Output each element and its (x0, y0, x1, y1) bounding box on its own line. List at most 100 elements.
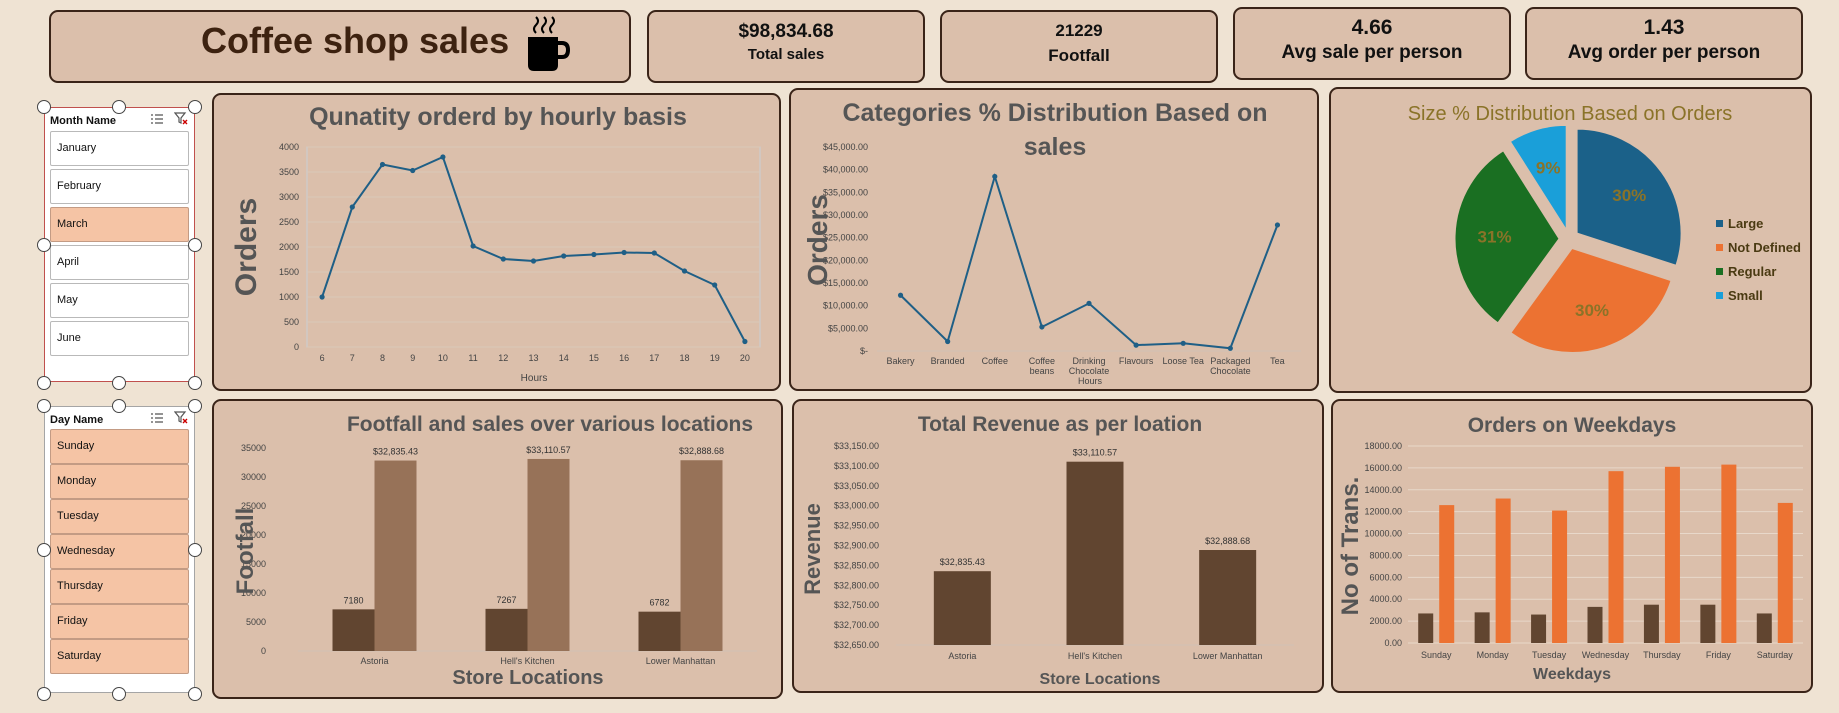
resize-handle[interactable] (188, 687, 202, 701)
bar (638, 611, 681, 651)
slicer-item-june[interactable]: June (50, 321, 189, 356)
x-tick-label: Astoria (948, 651, 976, 661)
resize-handle[interactable] (112, 399, 126, 413)
slicer-item-april[interactable]: April (50, 245, 189, 280)
bar (332, 609, 375, 651)
clear-filter-icon[interactable] (174, 112, 188, 126)
slicer-item-monday[interactable]: Monday (50, 464, 189, 499)
data-label: $33,110.57 (1073, 448, 1117, 458)
resize-handle[interactable] (188, 543, 202, 557)
x-tick-label: 9 (410, 353, 415, 363)
footfall-chart-card[interactable]: Footfall and sales over various location… (212, 399, 783, 699)
y-tick-label: 35000 (241, 443, 266, 453)
slicer-item-sunday[interactable]: Sunday (50, 429, 189, 464)
data-point (379, 161, 386, 168)
data-point (897, 292, 904, 298)
y-tick-label: $33,050.00 (834, 481, 879, 491)
bar (1664, 466, 1680, 643)
weekdays-chart-card[interactable]: Orders on Weekdays 0.00 2000.00 4000.00 6000… (1331, 399, 1813, 693)
bar (1608, 471, 1624, 643)
y-tick-label: $32,900.00 (834, 541, 879, 551)
resize-handle[interactable] (188, 376, 202, 390)
slicer-item-january[interactable]: January (50, 131, 189, 166)
resize-handle[interactable] (37, 238, 51, 252)
x-axis-label: Weekdays (1533, 666, 1611, 683)
x-tick-label: 14 (559, 353, 569, 363)
slicer-item-march[interactable]: March (50, 207, 189, 242)
hourly-chart-card[interactable]: Qunatity orderd by hourly basis 0 500 1000 1… (212, 93, 781, 391)
resize-handle[interactable] (37, 399, 51, 413)
resize-handle[interactable] (112, 687, 126, 701)
resize-handle[interactable] (188, 399, 202, 413)
month-slicer[interactable]: Month Name January February March April May J… (44, 107, 195, 382)
y-tick-label: 6000.00 (1369, 572, 1402, 582)
x-tick-label: 10 (438, 353, 448, 363)
bar (485, 608, 528, 651)
series-line (899, 172, 1279, 350)
slicer-item-saturday[interactable]: Saturday (50, 639, 189, 674)
resize-handle[interactable] (37, 100, 51, 114)
chart-title: Footfall and sales over various location… (347, 413, 753, 436)
x-tick-label: Bakery (887, 356, 916, 366)
day-slicer[interactable]: Day Name Sunday Monday Tuesday Wednesday Thu… (44, 406, 195, 693)
slicer-item-wednesday[interactable]: Wednesday (50, 534, 189, 569)
clear-filter-icon[interactable] (174, 411, 188, 425)
multi-select-icon[interactable] (150, 113, 164, 125)
chart-title: Qunatity orderd by hourly basis (309, 103, 687, 131)
x-tick-label: Drinking (1072, 356, 1105, 366)
resize-handle[interactable] (112, 100, 126, 114)
y-tick-label: $33,150.00 (834, 441, 879, 451)
data-point (1133, 342, 1139, 348)
kpi-footfall: 21229 Footfall (940, 10, 1218, 83)
legend-swatch (1716, 292, 1723, 299)
x-tick-label: Lower Manhattan (646, 656, 716, 666)
y-tick-label: 18000.00 (1364, 441, 1402, 451)
bar (1721, 464, 1737, 643)
bar (1700, 604, 1716, 643)
slicer-item-february[interactable]: February (50, 169, 189, 204)
data-point (681, 268, 688, 274)
resize-handle[interactable] (37, 543, 51, 557)
page-title: Coffee shop sales (201, 20, 510, 61)
y-tick-label: $32,750.00 (834, 600, 879, 610)
data-point (1227, 345, 1233, 351)
data-label: $32,835.43 (373, 447, 418, 457)
data-label: $33,110.57 (526, 445, 570, 455)
size-pie-chart: Size % Distribution Based on Orders 30% La… (1408, 103, 1801, 354)
categories-chart-card[interactable]: Categories % Distribution Based on sales $… (789, 88, 1319, 391)
pie-slice (1576, 128, 1682, 266)
x-axis-label: Hours (521, 373, 548, 384)
y-tick-label: $32,950.00 (834, 521, 879, 531)
data-point (742, 338, 748, 345)
y-tick-label: 2500 (279, 217, 299, 227)
y-tick-label: 10000 (241, 588, 266, 598)
resize-handle[interactable] (112, 376, 126, 390)
x-tick-label: Coffee (982, 356, 1008, 366)
slicer-item-friday[interactable]: Friday (50, 604, 189, 639)
slicer-item-tuesday[interactable]: Tuesday (50, 499, 189, 534)
y-tick-label: $32,700.00 (834, 620, 879, 630)
slice-label: 30% (1575, 301, 1609, 320)
slice-label: 9% (1536, 158, 1561, 177)
data-point (1039, 324, 1045, 330)
resize-handle[interactable] (37, 376, 51, 390)
resize-handle[interactable] (188, 238, 202, 252)
header-card: Coffee shop sales (49, 10, 631, 83)
multi-select-icon[interactable] (150, 412, 164, 424)
size-chart-card[interactable]: Size % Distribution Based on Orders 30% La… (1329, 87, 1812, 393)
data-point (992, 173, 998, 180)
day-slicer-title: Day Name (50, 414, 104, 426)
x-tick-label: Wednesday (1582, 650, 1630, 660)
y-tick-label: 0 (261, 646, 266, 656)
categories-chart: Categories % Distribution Based on sales$… (802, 99, 1301, 386)
bar (1756, 613, 1772, 643)
revenue-chart-card[interactable]: Total Revenue as per loation $32,650.00 $3… (792, 399, 1324, 693)
resize-handle[interactable] (37, 687, 51, 701)
legend-item: Regular (1728, 264, 1776, 279)
slicer-item-may[interactable]: May (50, 283, 189, 318)
y-tick-label: 20000 (241, 530, 266, 540)
slicer-item-thursday[interactable]: Thursday (50, 569, 189, 604)
legend-swatch (1716, 268, 1723, 275)
resize-handle[interactable] (188, 100, 202, 114)
y-tick-label: $5,000.00 (828, 323, 868, 333)
